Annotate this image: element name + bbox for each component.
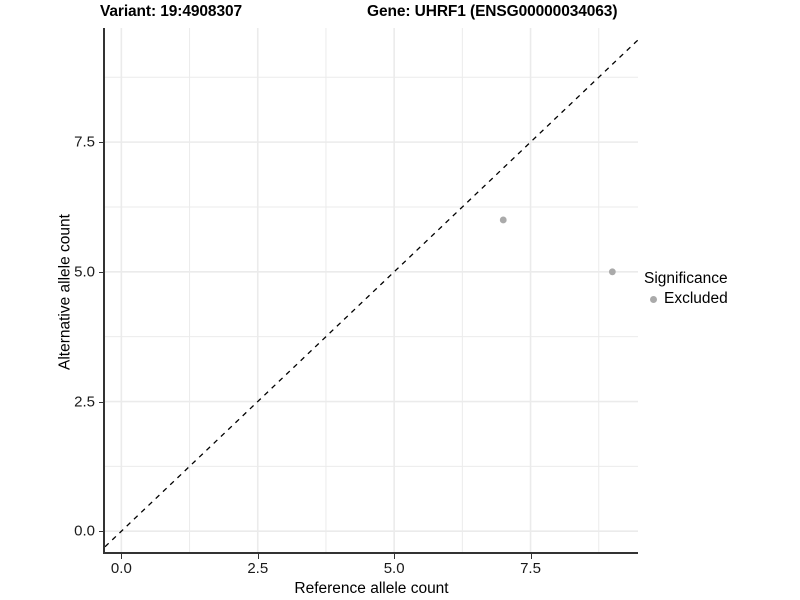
x-tick-mark bbox=[530, 554, 532, 559]
x-tick-mark bbox=[394, 554, 396, 559]
x-tick-mark bbox=[121, 554, 123, 559]
gene-title: Gene: UHRF1 (ENSG00000034063) bbox=[367, 3, 618, 20]
data-point[interactable] bbox=[608, 268, 616, 276]
y-tick-mark bbox=[99, 531, 104, 533]
x-tick-label: 2.5 bbox=[247, 560, 269, 577]
gridlines-minor bbox=[105, 28, 638, 553]
legend-items: Excluded bbox=[644, 290, 794, 308]
y-axis-title: Alternative allele count bbox=[56, 214, 74, 370]
legend-marker-icon bbox=[644, 290, 662, 308]
y-axis-line bbox=[103, 28, 105, 554]
x-axis-title: Reference allele count bbox=[294, 580, 449, 597]
x-tick-label: 7.5 bbox=[520, 560, 541, 577]
data-point[interactable] bbox=[499, 216, 507, 224]
x-tick-label: 5.0 bbox=[383, 560, 405, 577]
y-tick-label: 2.5 bbox=[74, 393, 95, 411]
legend-item-label: Excluded bbox=[664, 290, 728, 307]
x-axis-line bbox=[104, 552, 638, 554]
legend-dot bbox=[649, 295, 657, 303]
y-axis-ticks: 0.0 2.5 5.0 7.5 bbox=[0, 0, 95, 600]
y-tick-label: 5.0 bbox=[74, 263, 95, 281]
y-tick-label: 7.5 bbox=[74, 133, 95, 151]
legend: Significance Excluded bbox=[644, 270, 794, 308]
series-excluded bbox=[499, 216, 616, 276]
chart-title-row: Variant: 19:4908307 Gene: UHRF1 (ENSG000… bbox=[0, 3, 800, 25]
legend-title: Significance bbox=[644, 270, 728, 287]
x-tick-mark bbox=[257, 554, 259, 559]
y-tick-mark bbox=[99, 142, 104, 144]
x-tick-label: 0.0 bbox=[110, 560, 132, 577]
reference-line-diagonal bbox=[105, 39, 638, 548]
variant-title: Variant: 19:4908307 bbox=[100, 3, 243, 20]
plot-panel bbox=[105, 28, 638, 553]
legend-item[interactable]: Excluded bbox=[644, 290, 794, 308]
y-tick-label: 0.0 bbox=[74, 522, 95, 540]
y-tick-mark bbox=[99, 401, 104, 403]
gridlines-major bbox=[105, 28, 638, 553]
plot-canvas bbox=[105, 28, 638, 553]
y-tick-mark bbox=[99, 271, 104, 273]
